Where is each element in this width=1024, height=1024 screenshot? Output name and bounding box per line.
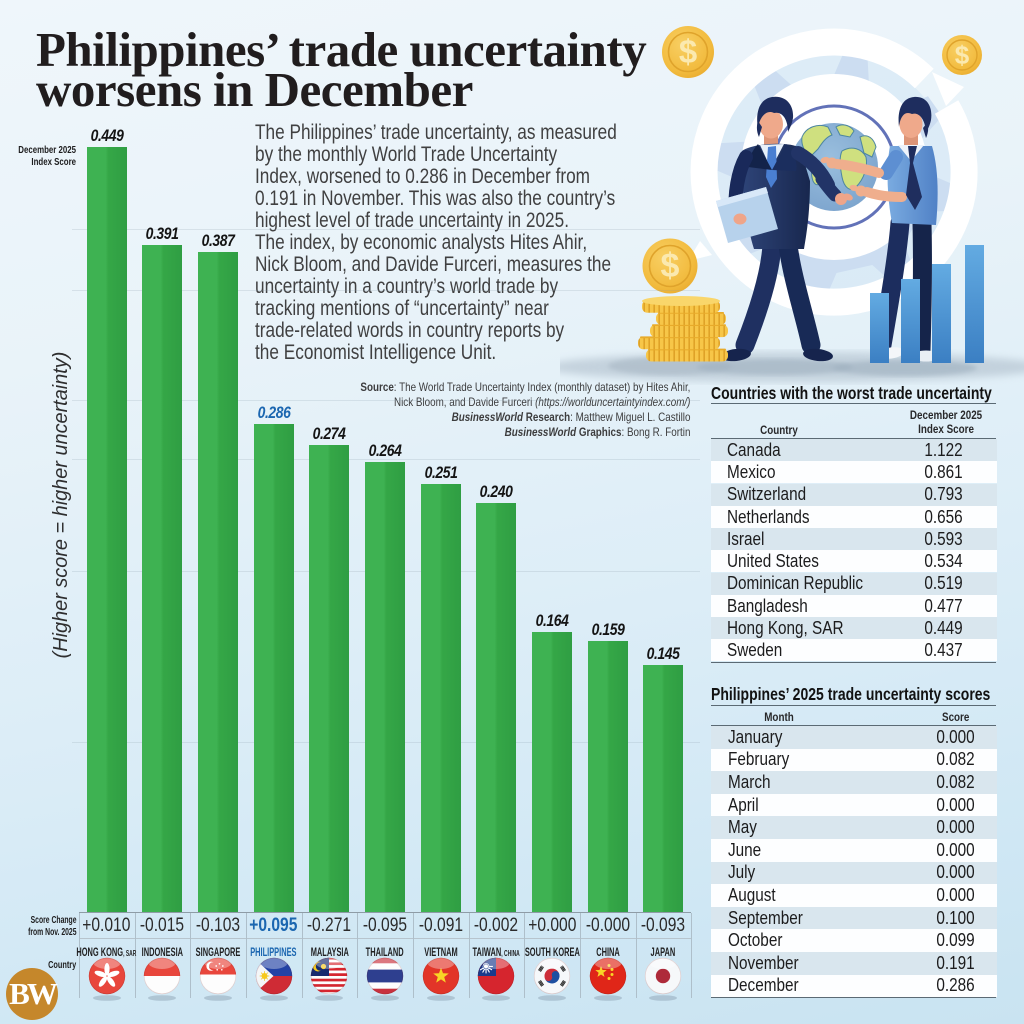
svg-text:$: $ <box>955 40 970 70</box>
svg-text:$: $ <box>679 33 697 70</box>
svg-text:$: $ <box>661 247 680 285</box>
